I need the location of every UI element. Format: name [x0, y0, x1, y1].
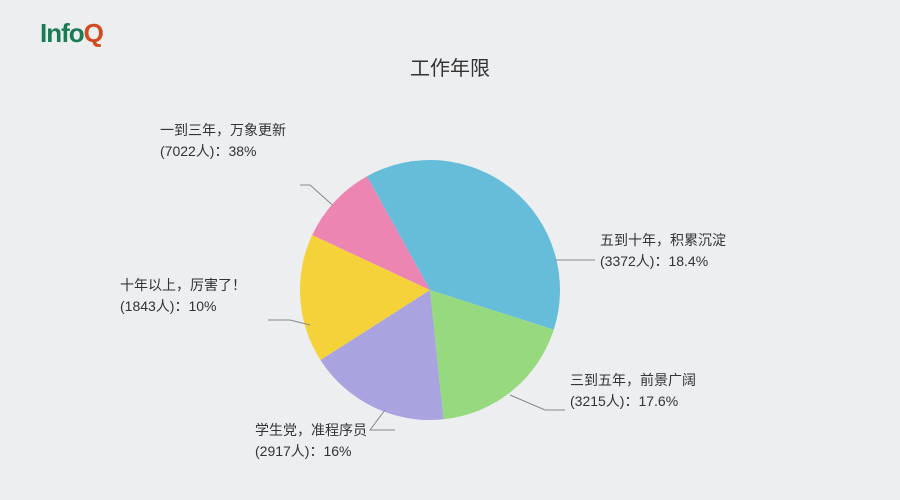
page-root: InfoQ 工作年限 一到三年，万象更新(7022人)：38%五到十年，积累沉淀… — [0, 0, 900, 500]
slice-label: 五到十年，积累沉淀(3372人)：18.4% — [600, 230, 726, 272]
slice-label-line2: (7022人)：38% — [160, 141, 286, 162]
slice-label: 学生党，准程序员(2917人)：16% — [255, 420, 367, 462]
slice-label-line1: 十年以上，厉害了！ — [120, 275, 246, 296]
pie-chart — [0, 0, 900, 500]
slice-label-line2: (3372人)：18.4% — [600, 251, 726, 272]
slice-label-line1: 五到十年，积累沉淀 — [600, 230, 726, 251]
slice-label-line2: (1843人)：10% — [120, 296, 246, 317]
leader-line — [510, 395, 565, 410]
slice-label: 十年以上，厉害了！(1843人)：10% — [120, 275, 246, 317]
slice-label-line1: 学生党，准程序员 — [255, 420, 367, 441]
slice-label: 一到三年，万象更新(7022人)：38% — [160, 120, 286, 162]
slice-label-line2: (2917人)：16% — [255, 441, 367, 462]
slice-label-line1: 三到五年，前景广阔 — [570, 370, 696, 391]
slice-label-line2: (3215人)：17.6% — [570, 391, 696, 412]
slice-label-line1: 一到三年，万象更新 — [160, 120, 286, 141]
slice-label: 三到五年，前景广阔(3215人)：17.6% — [570, 370, 696, 412]
